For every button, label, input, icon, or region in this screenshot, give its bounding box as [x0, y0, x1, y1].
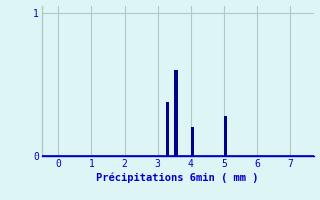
Bar	[174, 70, 178, 156]
Bar	[166, 102, 169, 156]
X-axis label: Précipitations 6min ( mm ): Précipitations 6min ( mm )	[96, 173, 259, 183]
Bar	[224, 116, 227, 156]
Bar	[191, 127, 194, 156]
